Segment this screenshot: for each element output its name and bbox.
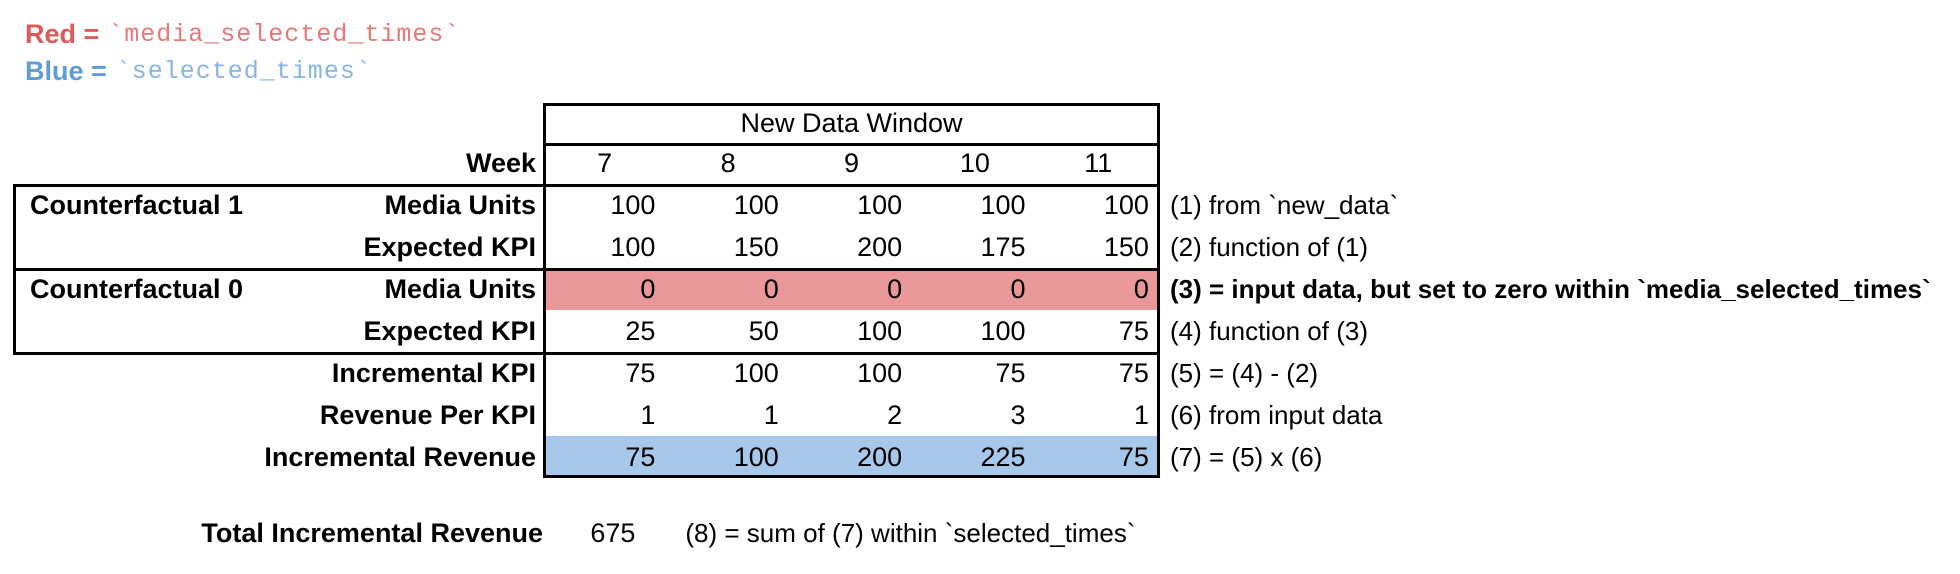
data-cell: 75 (1118, 357, 1149, 388)
row-values: 25 50 100 100 75 (543, 310, 1160, 352)
row-values: 75 100 200 225 75 (543, 436, 1160, 478)
data-cell: 50 (748, 315, 779, 346)
data-cell: 75 (995, 357, 1026, 388)
data-cell: 100 (980, 189, 1026, 220)
data-cell: 0 (763, 273, 779, 304)
week-numbers: 7 8 9 10 11 (543, 143, 1160, 184)
row-label: Expected KPI (363, 231, 536, 262)
data-cell: 225 (980, 441, 1026, 472)
row-label: Incremental Revenue (264, 441, 536, 472)
row-group-label: Counterfactual 1 (30, 189, 244, 220)
data-cell: 100 (857, 189, 903, 220)
data-cell: 0 (887, 273, 903, 304)
total-label: Total Incremental Revenue (201, 517, 543, 548)
data-cell: 2 (887, 399, 903, 430)
week-label: Week (465, 148, 536, 178)
data-cell: 1 (640, 399, 656, 430)
row-annotation: (2) function of (1) (1170, 231, 1368, 262)
data-cell: 175 (980, 231, 1026, 262)
legend-red-label: Red = (25, 19, 100, 49)
week-row: Week 7 8 9 10 11 (13, 143, 1943, 184)
legend-blue-line: Blue = `selected_times` (25, 53, 460, 90)
row-values: 100 150 200 175 150 (543, 226, 1160, 268)
row-label: Incremental KPI (331, 357, 536, 388)
row-annotation: (4) function of (3) (1170, 315, 1368, 346)
week-cell: 9 (843, 148, 859, 178)
data-cell: 100 (733, 189, 779, 220)
row-values: 75 100 100 75 75 (543, 352, 1160, 394)
row-label: Media Units (384, 273, 536, 304)
total-annotation: (8) = sum of (7) within `selected_times` (685, 517, 1136, 548)
row-label: Expected KPI (363, 315, 536, 346)
table-row: Expected KPI 100 150 200 175 150 (2) fun… (13, 226, 1943, 268)
data-cell: 3 (1010, 399, 1026, 430)
week-cell: 7 (597, 148, 613, 178)
row-group-label: Counterfactual 0 (30, 273, 244, 304)
data-cell: 100 (733, 441, 779, 472)
legend-blue-code: `selected_times` (115, 57, 372, 86)
legend-blue-label: Blue = (25, 56, 107, 86)
data-cell: 1 (1133, 399, 1149, 430)
data-cell: 150 (1103, 231, 1149, 262)
row-values: 0 0 0 0 0 (543, 268, 1160, 310)
data-cell: 100 (857, 315, 903, 346)
data-cell: 75 (625, 357, 656, 388)
data-cell: 100 (857, 357, 903, 388)
table-row: Counterfactual 0 Media Units 0 0 0 0 0 (… (13, 268, 1943, 310)
row-annotation: (6) from input data (1170, 399, 1383, 430)
color-legend: Red = `media_selected_times` Blue = `sel… (25, 16, 460, 90)
table-header-title: New Data Window (740, 107, 963, 138)
table-row: Expected KPI 25 50 100 100 75 (4) functi… (13, 310, 1943, 352)
week-cell: 11 (1084, 148, 1113, 178)
data-cell: 75 (1118, 441, 1149, 472)
data-cell: 100 (733, 357, 779, 388)
data-cell: 100 (1103, 189, 1149, 220)
data-cell: 150 (733, 231, 779, 262)
total-row: Total Incremental Revenue 675 (8) = sum … (13, 513, 1135, 553)
row-annotation: (3) = input data, but set to zero within… (1170, 273, 1931, 304)
week-cell: 10 (959, 148, 990, 178)
data-cell: 100 (980, 315, 1026, 346)
row-annotation: (5) = (4) - (2) (1170, 357, 1319, 388)
row-annotation: (7) = (5) x (6) (1170, 441, 1323, 472)
legend-red-line: Red = `media_selected_times` (25, 16, 460, 53)
data-cell: 200 (857, 441, 903, 472)
legend-red-code: `media_selected_times` (108, 20, 461, 49)
total-value: 675 (590, 517, 636, 548)
table-row: Incremental KPI 75 100 100 75 75 (5) = (… (13, 352, 1943, 394)
row-annotation: (1) from `new_data` (1170, 189, 1399, 220)
data-cell: 1 (763, 399, 779, 430)
data-cell: 0 (640, 273, 656, 304)
table-row: Counterfactual 1 Media Units 100 100 100… (13, 184, 1943, 226)
data-cell: 75 (1118, 315, 1149, 346)
data-cell: 75 (625, 441, 656, 472)
counterfactual-table: New Data Window Week 7 8 9 10 11 Counter… (13, 103, 1943, 478)
data-cell: 0 (1010, 273, 1026, 304)
table-header-row: New Data Window (13, 103, 1943, 143)
data-cell: 200 (857, 231, 903, 262)
data-cell: 100 (610, 231, 656, 262)
row-label: Revenue Per KPI (319, 399, 536, 430)
row-label: Media Units (384, 189, 536, 220)
data-cell: 100 (610, 189, 656, 220)
table-row: Incremental Revenue 75 100 200 225 75 (7… (13, 436, 1943, 478)
row-values: 1 1 2 3 1 (543, 394, 1160, 436)
data-cell: 25 (625, 315, 656, 346)
data-cell: 0 (1133, 273, 1149, 304)
week-cell: 8 (720, 148, 736, 178)
table-row: Revenue Per KPI 1 1 2 3 1 (6) from input… (13, 394, 1943, 436)
row-values: 100 100 100 100 100 (543, 184, 1160, 226)
